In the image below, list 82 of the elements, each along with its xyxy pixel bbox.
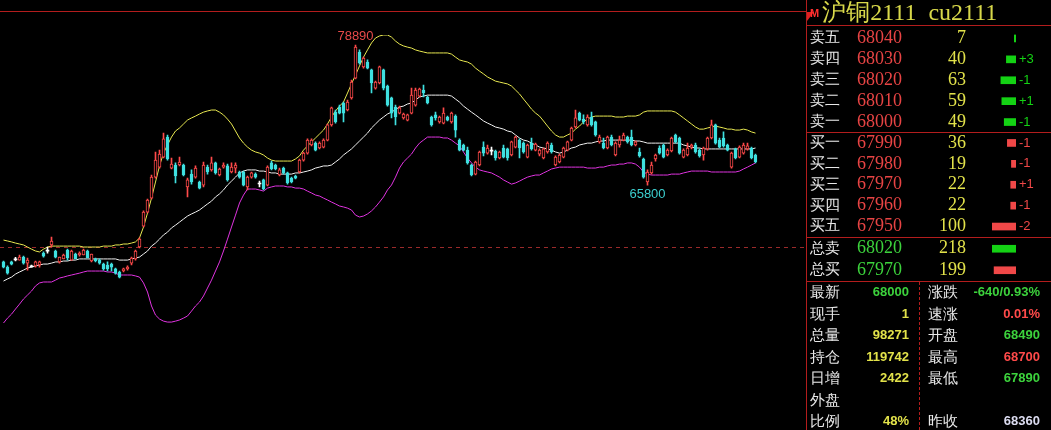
bar	[1001, 96, 1016, 105]
text: 日增	[810, 369, 840, 387]
data-label: 36	[948, 131, 966, 152]
text: 外盘	[810, 390, 840, 409]
text: 现手	[810, 304, 840, 323]
bar	[1010, 201, 1016, 210]
bar	[1013, 34, 1016, 42]
text: 卖一	[810, 112, 840, 129]
y-tick-label: 67970	[857, 173, 902, 194]
data-label: 218	[939, 237, 966, 258]
text: 2422	[880, 370, 909, 387]
text: 最高	[928, 347, 958, 366]
text: +1	[1019, 175, 1034, 191]
y-tick-label: 68030	[857, 47, 902, 68]
text: -1	[1019, 154, 1031, 170]
text: 速涨	[928, 304, 958, 323]
bar	[992, 222, 1016, 230]
data-label: 199	[939, 259, 966, 280]
y-tick-label: 68000	[857, 110, 902, 131]
text: 买三	[810, 175, 840, 192]
bar	[1000, 75, 1016, 84]
text: 比例	[810, 412, 840, 430]
bar	[1003, 117, 1016, 126]
text: +3	[1019, 50, 1034, 66]
text: -1	[1019, 196, 1031, 212]
text: 119742	[866, 348, 909, 365]
data-label: 22	[948, 193, 966, 214]
y-tick-label: 67970	[857, 259, 902, 280]
y-tick-label: 68010	[857, 89, 902, 110]
text: 67890	[1003, 370, 1040, 387]
y-tick-label: 67980	[857, 152, 902, 173]
text: 涨跌	[928, 283, 958, 301]
data-label: 63	[948, 68, 966, 89]
text: 最低	[928, 369, 958, 387]
chart-title: $^{M}$沪铜2111 cu2111	[810, 0, 998, 25]
text: 卖二	[810, 91, 840, 108]
text: 开盘	[928, 326, 958, 344]
bar	[1011, 159, 1016, 168]
annotation: 65800	[629, 186, 666, 202]
text: 买四	[810, 196, 840, 213]
y-tick-label: 68020	[857, 68, 902, 89]
y-tick-label: 67990	[857, 131, 902, 152]
text: 总量	[810, 326, 840, 344]
text: 68490	[1003, 327, 1040, 344]
text: 68700	[1003, 348, 1040, 365]
bar	[1010, 180, 1016, 189]
y-tick-label: 67960	[857, 193, 902, 214]
text: 昨收	[928, 412, 958, 430]
text: +1	[1019, 92, 1034, 108]
text: 买五	[810, 217, 840, 234]
text: 卖四	[810, 49, 840, 66]
y-tick-label: 67950	[857, 214, 902, 235]
annotation: 78890	[337, 28, 374, 44]
text: -1	[1019, 71, 1031, 87]
text: 买一	[810, 133, 840, 150]
text: 68360	[1003, 413, 1040, 430]
text: 0.01%	[1003, 305, 1040, 322]
text: 卖三	[810, 70, 840, 87]
data-label: 22	[948, 173, 966, 194]
y-tick-label: 68040	[857, 26, 902, 47]
text: 总买	[809, 261, 840, 278]
text: 最新	[810, 283, 840, 301]
bar	[1006, 55, 1016, 63]
text: -1	[1019, 113, 1031, 129]
text: 卖五	[810, 28, 840, 45]
text: 持仓	[810, 347, 840, 366]
text: 48%	[882, 413, 909, 430]
text: 总卖	[809, 239, 840, 256]
text: -640/0.93%	[973, 284, 1040, 301]
text: -1	[1019, 134, 1031, 150]
data-label: 100	[939, 214, 966, 235]
text: 1	[901, 305, 909, 322]
data-label: 49	[948, 110, 966, 131]
text: -2	[1019, 217, 1031, 233]
data-label: 7	[957, 26, 966, 47]
data-label: 59	[948, 89, 966, 110]
bar	[1007, 138, 1016, 147]
data-label: 40	[948, 47, 966, 68]
text: 买二	[810, 154, 840, 171]
data-label: 19	[948, 152, 966, 173]
y-tick-label: 68020	[857, 237, 902, 258]
text: 98271	[872, 327, 909, 344]
